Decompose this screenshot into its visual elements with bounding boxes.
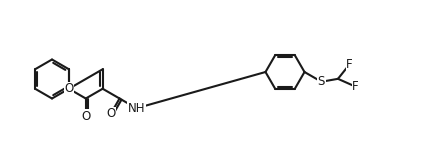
Text: F: F — [346, 58, 353, 71]
Text: O: O — [106, 107, 116, 120]
Text: S: S — [318, 75, 325, 88]
Text: NH: NH — [128, 102, 145, 115]
Text: O: O — [81, 110, 90, 123]
Text: F: F — [352, 80, 359, 93]
Text: O: O — [64, 82, 74, 95]
